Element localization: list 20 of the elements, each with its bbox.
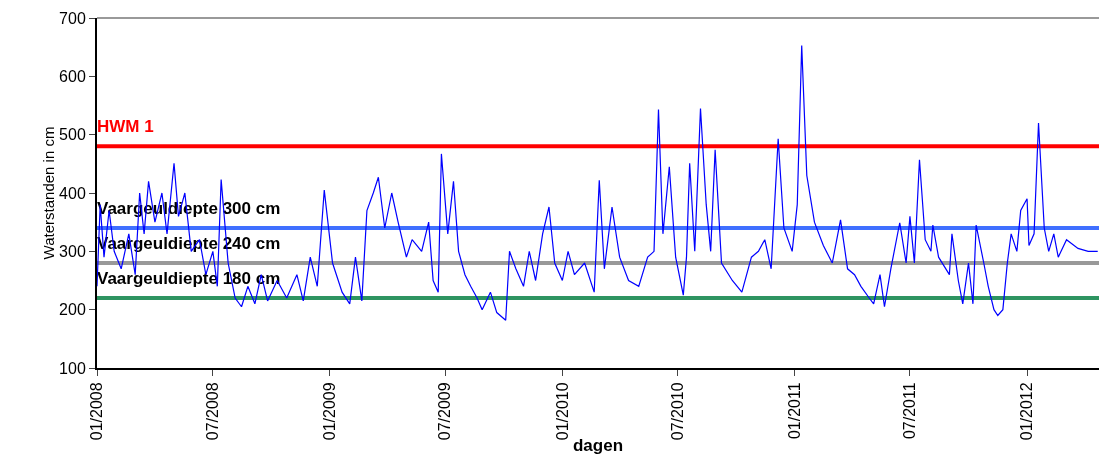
y-tick-label: 300: [59, 242, 86, 260]
x-tick-label: 01/2010: [553, 382, 571, 441]
x-tick-label: 07/2009: [436, 382, 454, 441]
x-tick-label: 07/2008: [204, 382, 222, 441]
x-tick-label: 01/2012: [1018, 382, 1036, 441]
y-axis-title: Waterstanden in cm: [40, 126, 58, 260]
x-tick-label: 07/2010: [668, 382, 686, 441]
y-tick-label: 600: [59, 67, 86, 85]
x-tick-label: 01/2009: [321, 382, 339, 441]
x-tick-label: 07/2011: [901, 382, 919, 440]
y-tick-label: 200: [59, 301, 86, 319]
y-tick-label: 400: [59, 184, 86, 202]
y-tick-label: 700: [59, 9, 86, 27]
y-tick-label: 500: [59, 126, 86, 144]
x-tick-label: 01/2011: [785, 382, 803, 440]
ref-line-label: HWM 1: [97, 117, 154, 137]
y-tick-label: 100: [59, 359, 86, 377]
x-axis-title: dagen: [572, 436, 624, 456]
x-tick-label: 01/2008: [88, 382, 106, 441]
line-series: [97, 44, 1099, 321]
